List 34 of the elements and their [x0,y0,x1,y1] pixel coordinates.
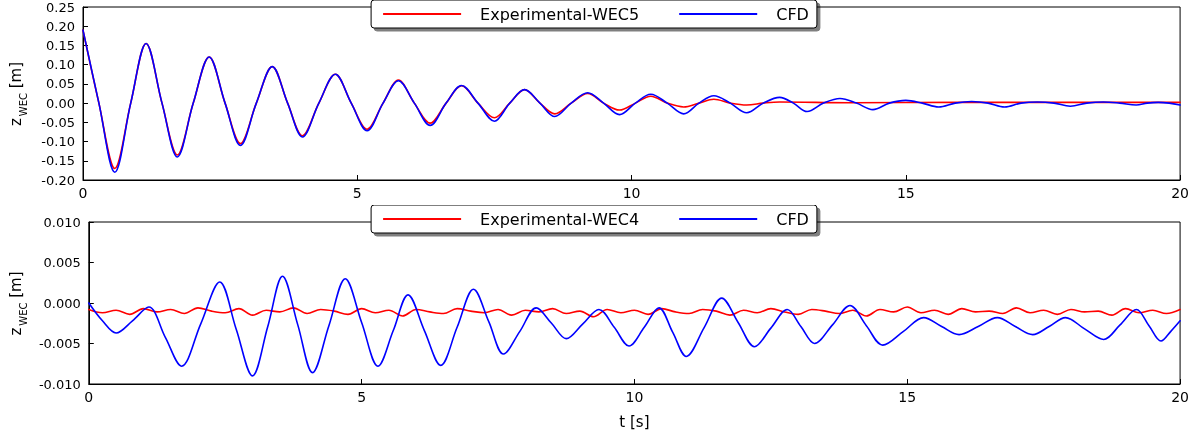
x-tick-label: 10 [622,185,641,201]
x-axis-title: t [s] [619,412,650,431]
y-tick-label: 0.15 [46,37,75,53]
line-series [88,306,1181,318]
x-tick-label: 20 [1171,389,1190,405]
x-tick-label: 0 [84,389,94,405]
y-tick-label: 0.25 [46,0,75,15]
line-series [88,275,1181,377]
y-tick-label: -0.10 [41,134,75,150]
x-tick-label: 5 [352,185,362,201]
y-tick-label: -0.010 [38,376,81,392]
x-tick-label: 5 [357,389,367,405]
y-tick-label: -0.15 [41,153,75,169]
legend-label: CFD [776,4,809,24]
x-tick-label: 15 [898,389,917,405]
y-axis-title: zWEC [m] [6,61,29,127]
x-tick-label: 10 [625,389,644,405]
x-tick-label: 0 [78,185,88,201]
y-tick-label: 0.10 [46,57,75,73]
y-tick-label: -0.20 [41,172,75,188]
y-tick-label: 0.00 [46,95,75,111]
y-tick-label: -0.05 [41,114,75,130]
y-tick-label: 0.005 [43,255,81,270]
y-tick-label: -0.005 [38,336,81,351]
y-tick-label: 0.010 [43,214,81,230]
x-tick-label: 15 [896,185,915,201]
legend-label: Experimental-WEC4 [480,209,640,229]
y-tick-label: 0.20 [46,18,75,34]
legend-label: Experimental-WEC5 [480,4,640,24]
y-axis-title: zWEC [m] [6,271,29,336]
legend-label: CFD [776,209,809,229]
y-tick-label: 0.000 [43,295,81,311]
y-tick-label: 0.05 [46,76,75,92]
x-tick-label: 20 [1171,185,1190,201]
